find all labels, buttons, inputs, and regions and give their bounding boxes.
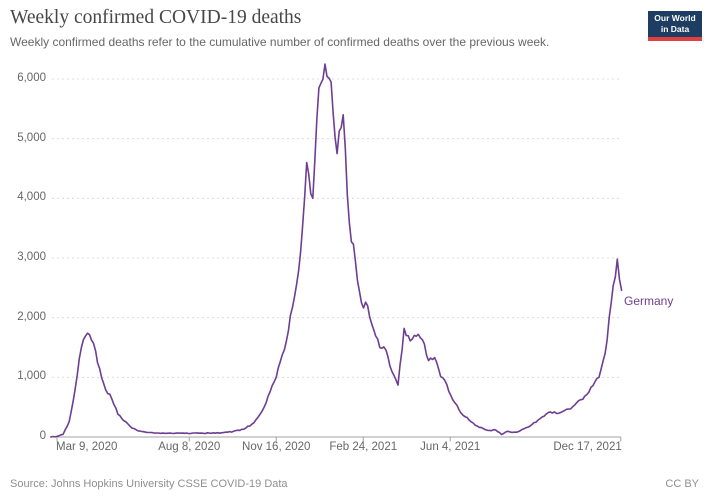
covid-deaths-line[interactable] [50, 63, 623, 438]
footer-license[interactable]: CC BY [665, 478, 699, 490]
y-axis-label: 5,000 [17, 131, 46, 144]
page-title: Weekly confirmed COVID-19 deaths [10, 7, 302, 28]
x-axis-label: Mar 9, 2020 [56, 441, 118, 453]
y-axis-label: 4,000 [17, 191, 46, 204]
owid-logo[interactable]: Our World in Data [648, 11, 702, 41]
page-subtitle: Weekly confirmed deaths refer to the cum… [10, 35, 550, 49]
owid-logo-line1: Our World [654, 13, 696, 24]
y-axis-label: 6,000 [17, 72, 46, 84]
y-axis-label: 2,000 [17, 310, 46, 323]
x-axis-label: Feb 24, 2021 [329, 441, 398, 453]
chart-footer: Source: Johns Hopkins University CSSE CO… [10, 478, 699, 490]
y-axis-label: 3,000 [17, 251, 46, 263]
y-axis-label: 1,000 [17, 370, 46, 383]
owid-logo-line2: in Data [660, 24, 690, 34]
x-axis-label: Nov 16, 2020 [242, 441, 311, 453]
x-axis-label: Dec 17, 2021 [553, 441, 622, 453]
footer-source: Source: Johns Hopkins University CSSE CO… [10, 478, 288, 490]
x-axis-label: Jun 4, 2021 [420, 441, 481, 453]
series-label-germany[interactable]: Germany [624, 294, 674, 308]
x-axis-label: Aug 8, 2020 [158, 441, 221, 453]
y-axis-label: 0 [39, 430, 46, 442]
